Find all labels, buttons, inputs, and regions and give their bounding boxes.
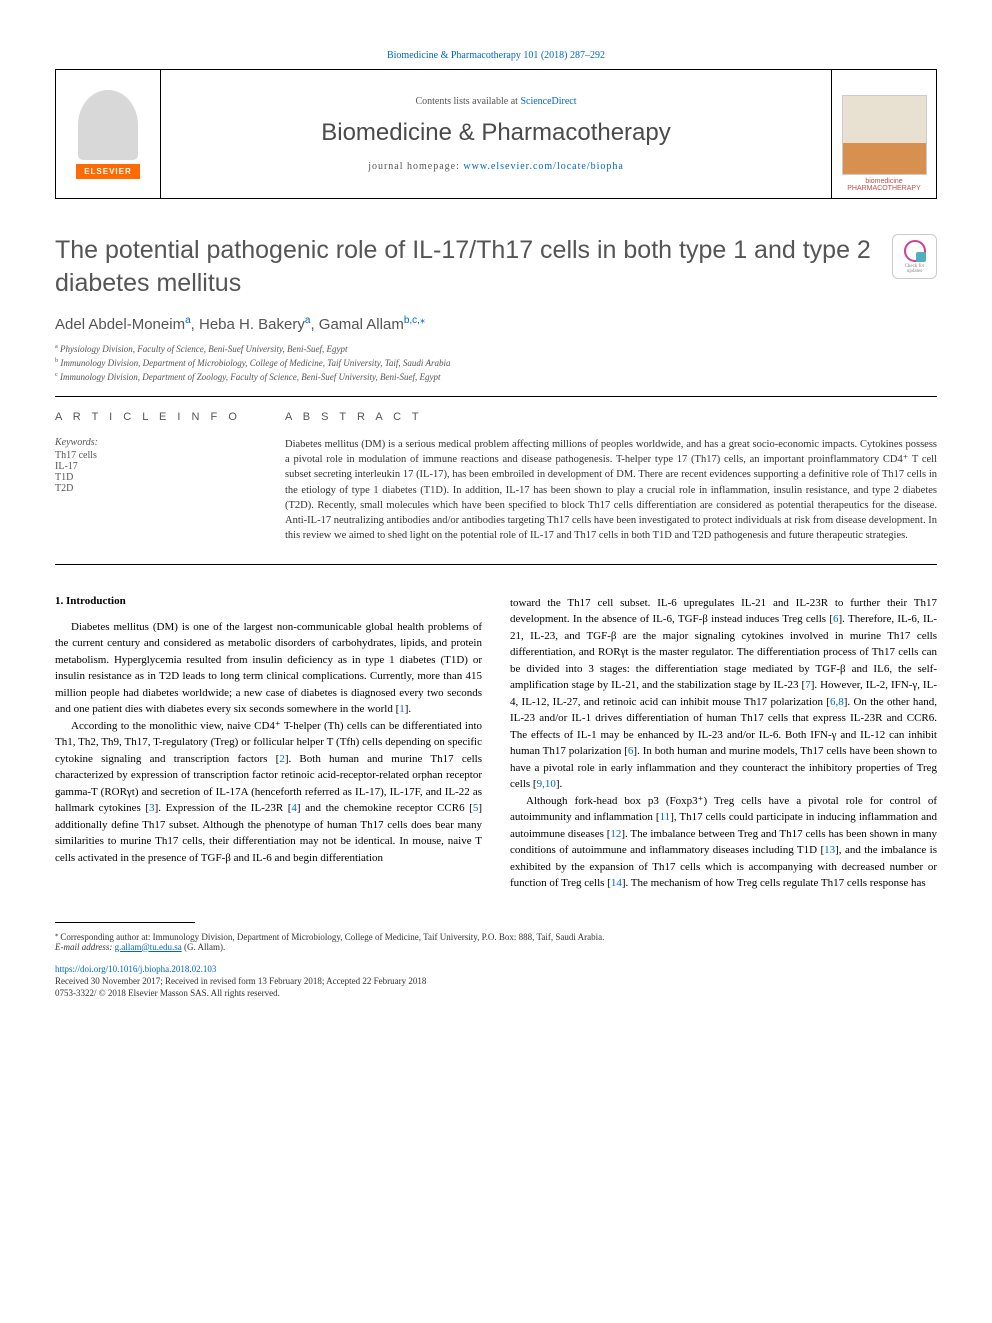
homepage-link[interactable]: www.elsevier.com/locate/biopha xyxy=(463,161,623,172)
ref-link[interactable]: 5 xyxy=(473,802,479,814)
ref-link[interactable]: 6 xyxy=(833,613,839,625)
ref-link[interactable]: 12 xyxy=(610,828,621,840)
received-dates: Received 30 November 2017; Received in r… xyxy=(55,976,937,986)
cover-caption: biomedicine PHARMACOTHERAPY xyxy=(847,178,921,192)
ref-link[interactable]: 11 xyxy=(660,811,671,823)
elsevier-tree-icon xyxy=(78,90,138,160)
ref-link[interactable]: 1 xyxy=(399,703,405,715)
cover-caption-top: biomedicine xyxy=(865,178,902,185)
body-para-r1: toward the Th17 cell subset. IL-6 upregu… xyxy=(510,595,937,793)
ref-link[interactable]: 3 xyxy=(149,802,155,814)
article-title: The potential pathogenic role of IL-17/T… xyxy=(55,234,877,299)
journal-cover: biomedicine PHARMACOTHERAPY xyxy=(831,70,936,198)
elsevier-wordmark: ELSEVIER xyxy=(76,164,140,179)
divider-bottom xyxy=(55,564,937,565)
affiliation-a: a Physiology Division, Faculty of Scienc… xyxy=(55,343,937,354)
abstract-text: Diabetes mellitus (DM) is a serious medi… xyxy=(285,437,937,544)
article-info-heading: A R T I C L E I N F O xyxy=(55,411,255,423)
body-para-l2: According to the monolithic view, naive … xyxy=(55,718,482,867)
homepage-prefix: journal homepage: xyxy=(368,161,463,172)
keyword-2: IL-17 xyxy=(55,461,255,472)
ref-link[interactable]: 2 xyxy=(279,753,285,765)
sciencedirect-link[interactable]: ScienceDirect xyxy=(520,96,576,107)
author-1: Adel Abdel-Moneim xyxy=(55,316,185,333)
ref-link[interactable]: 9,10 xyxy=(537,778,556,790)
author-3: Gamal Allam xyxy=(319,316,404,333)
elsevier-logo: ELSEVIER xyxy=(56,70,161,198)
affiliation-b: b Immunology Division, Department of Mic… xyxy=(55,357,937,368)
cover-thumbnail xyxy=(842,95,927,175)
contents-available: Contents lists available at ScienceDirec… xyxy=(415,96,576,107)
body-para-r2: Although fork-head box p3 (Foxp3⁺) Treg … xyxy=(510,793,937,892)
author-2: Heba H. Bakery xyxy=(199,316,305,333)
ref-link[interactable]: 4 xyxy=(291,802,297,814)
footer-separator xyxy=(55,922,195,923)
keyword-1: Th17 cells xyxy=(55,450,255,461)
doi-link[interactable]: https://doi.org/10.1016/j.biopha.2018.02… xyxy=(55,964,937,974)
ref-link[interactable]: 6,8 xyxy=(830,696,844,708)
affiliation-c: c Immunology Division, Department of Zoo… xyxy=(55,371,937,382)
email-suffix: (G. Allam). xyxy=(182,942,226,952)
header-citation: Biomedicine & Pharmacotherapy 101 (2018)… xyxy=(55,50,937,61)
author-3-sup: b,c,⁎ xyxy=(404,315,425,326)
keyword-3: T1D xyxy=(55,472,255,483)
affiliations-block: a Physiology Division, Faculty of Scienc… xyxy=(55,343,937,382)
keyword-4: T2D xyxy=(55,483,255,494)
article-info-column: A R T I C L E I N F O Keywords: Th17 cel… xyxy=(55,411,255,544)
contents-prefix: Contents lists available at xyxy=(415,96,520,107)
body-columns: 1. Introduction Diabetes mellitus (DM) i… xyxy=(55,595,937,892)
intro-heading: 1. Introduction xyxy=(55,595,482,607)
cover-caption-bottom: PHARMACOTHERAPY xyxy=(847,185,921,192)
header-center: Contents lists available at ScienceDirec… xyxy=(161,70,831,198)
ref-link[interactable]: 7 xyxy=(805,679,811,691)
email-link[interactable]: g.allam@tu.edu.sa xyxy=(115,942,182,952)
check-updates-badge[interactable]: Check forupdates xyxy=(892,234,937,279)
abstract-column: A B S T R A C T Diabetes mellitus (DM) i… xyxy=(285,411,937,544)
corresponding-text: Corresponding author at: Immunology Divi… xyxy=(58,932,604,942)
divider-top xyxy=(55,396,937,397)
copyright: 0753-3322/ © 2018 Elsevier Masson SAS. A… xyxy=(55,988,937,998)
corresponding-author: ⁎ Corresponding author at: Immunology Di… xyxy=(55,931,937,952)
body-para-l1: Diabetes mellitus (DM) is one of the lar… xyxy=(55,619,482,718)
body-right-column: toward the Th17 cell subset. IL-6 upregu… xyxy=(510,595,937,892)
homepage-line: journal homepage: www.elsevier.com/locat… xyxy=(368,161,624,172)
check-updates-text: Check forupdates xyxy=(905,264,925,274)
authors: Adel Abdel-Moneima, Heba H. Bakerya, Gam… xyxy=(55,315,937,333)
journal-name: Biomedicine & Pharmacotherapy xyxy=(321,119,671,147)
ref-link[interactable]: 6 xyxy=(628,745,634,757)
corresponding-star[interactable]: ⁎ xyxy=(420,315,425,326)
abstract-heading: A B S T R A C T xyxy=(285,411,937,423)
check-updates-icon xyxy=(904,240,926,262)
ref-link[interactable]: 14 xyxy=(611,877,622,889)
email-label: E-mail address: xyxy=(55,942,115,952)
keywords-label: Keywords: xyxy=(55,437,255,448)
journal-header: ELSEVIER Contents lists available at Sci… xyxy=(55,69,937,199)
ref-link[interactable]: 13 xyxy=(824,844,835,856)
body-left-column: 1. Introduction Diabetes mellitus (DM) i… xyxy=(55,595,482,892)
